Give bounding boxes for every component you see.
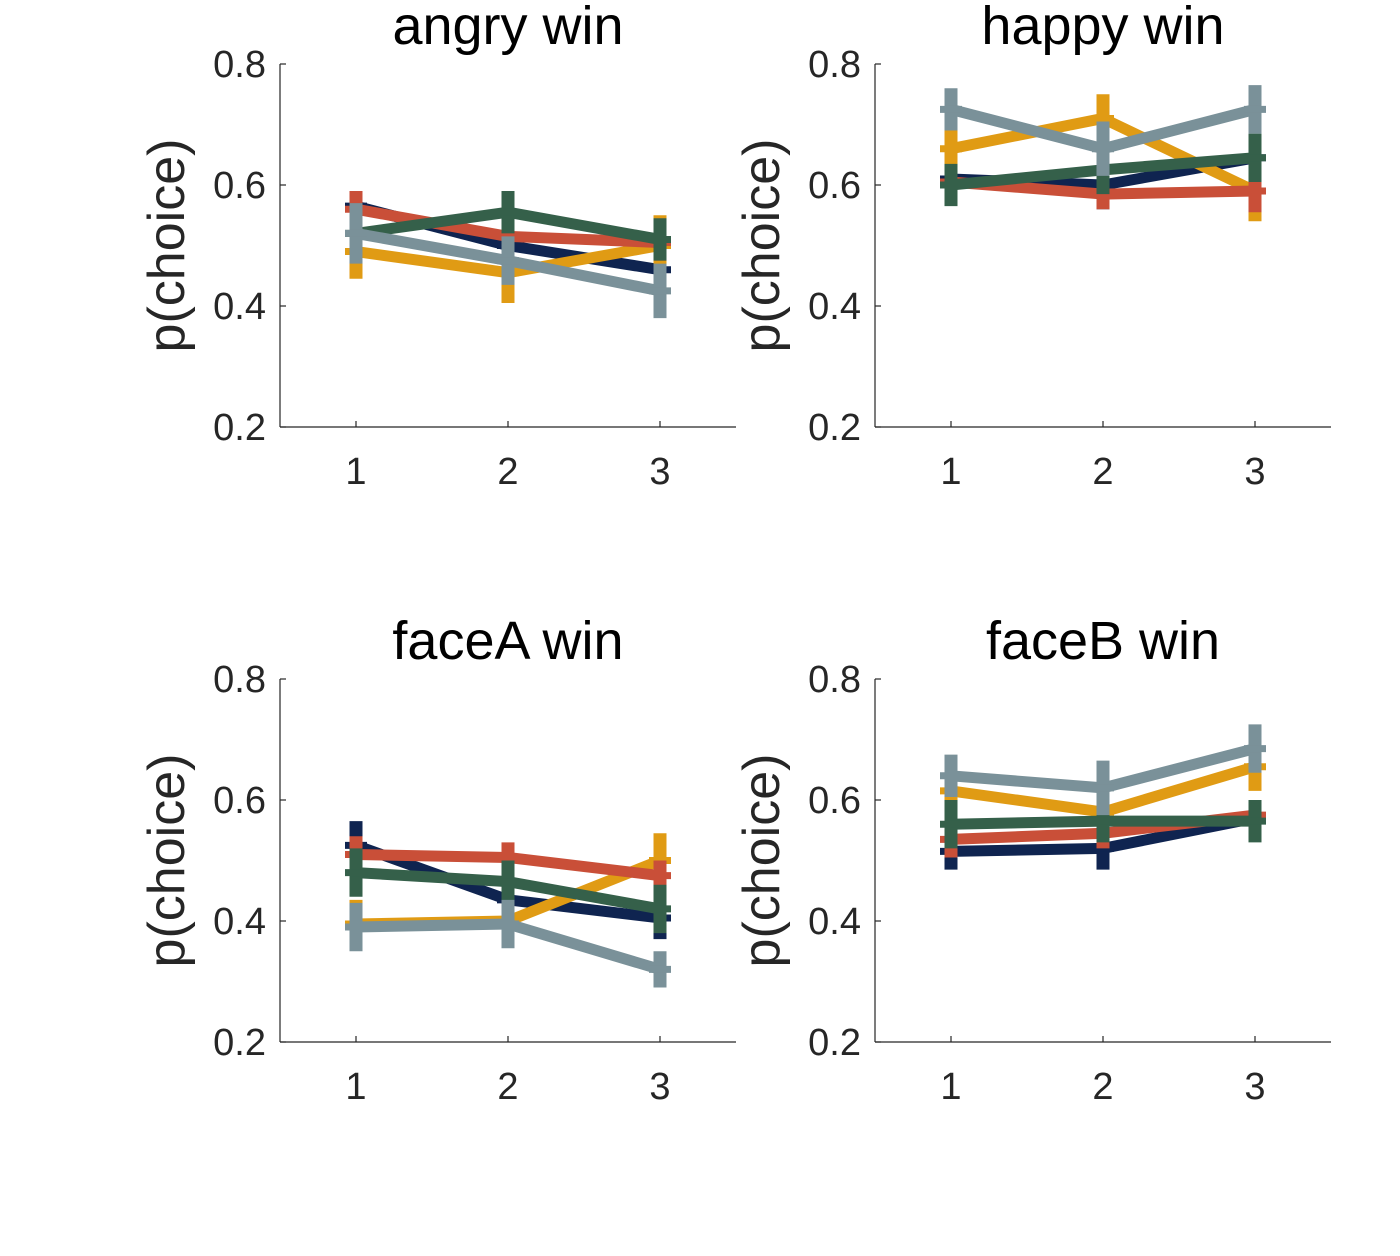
- series-5: [940, 85, 1266, 176]
- y-tick-label: 0.8: [213, 659, 266, 701]
- chart-title: angry win: [392, 0, 623, 56]
- x-tick-label: 3: [1244, 451, 1265, 493]
- y-tick-label: 0.4: [213, 286, 266, 328]
- x-tick-label: 3: [649, 451, 670, 493]
- x-tick-label: 1: [345, 1066, 366, 1108]
- x-tick-label: 2: [497, 451, 518, 493]
- y-tick-label: 0.2: [213, 1022, 266, 1064]
- chart-panel-4: 0.2 0.4 0.6 0.8 1 2 3 faceB win p(choice): [733, 611, 1331, 1108]
- y-tick-label: 0.4: [213, 901, 266, 943]
- y-tick-label: 0.2: [213, 407, 266, 449]
- y-tick-label: 0.2: [808, 1022, 861, 1064]
- chart-title: faceA win: [392, 611, 623, 671]
- series-5: [940, 724, 1266, 816]
- chart-title: faceB win: [986, 611, 1220, 671]
- chart-panel-3: 0.2 0.4 0.6 0.8 1 2 3 faceA win p(choice): [138, 611, 736, 1108]
- x-tick-label: 1: [940, 451, 961, 493]
- y-tick-label: 0.4: [808, 901, 861, 943]
- y-tick-label: 0.8: [213, 44, 266, 86]
- y-tick-label: 0.2: [808, 407, 861, 449]
- x-tick-label: 2: [1092, 451, 1113, 493]
- y-tick-label: 0.8: [808, 44, 861, 86]
- y-tick-label: 0.4: [808, 286, 861, 328]
- x-tick-label: 1: [940, 1066, 961, 1108]
- series-4: [345, 848, 671, 934]
- x-tick-label: 2: [1092, 1066, 1113, 1108]
- y-tick-label: 0.6: [213, 165, 266, 207]
- y-axis-label: p(choice): [733, 754, 791, 968]
- y-tick-label: 0.6: [213, 780, 266, 822]
- y-tick-label: 0.8: [808, 659, 861, 701]
- x-tick-label: 1: [345, 451, 366, 493]
- y-tick-label: 0.6: [808, 165, 861, 207]
- x-tick-label: 3: [1244, 1066, 1265, 1108]
- x-tick-label: 3: [649, 1066, 670, 1108]
- series-5: [345, 203, 671, 319]
- y-axis-label: p(choice): [733, 139, 791, 353]
- y-axis-label: p(choice): [138, 139, 196, 353]
- y-tick-label: 0.6: [808, 780, 861, 822]
- chart-title: happy win: [981, 0, 1224, 56]
- y-axis-label: p(choice): [138, 754, 196, 968]
- series-5: [345, 899, 671, 988]
- chart-panel-1: 0.2 0.4 0.6 0.8 1 2 3 angry win p(choice): [138, 0, 736, 493]
- chart-panel-2: 0.2 0.4 0.6 0.8 1 2 3 happy win p(choice): [733, 0, 1331, 493]
- x-tick-label: 2: [497, 1066, 518, 1108]
